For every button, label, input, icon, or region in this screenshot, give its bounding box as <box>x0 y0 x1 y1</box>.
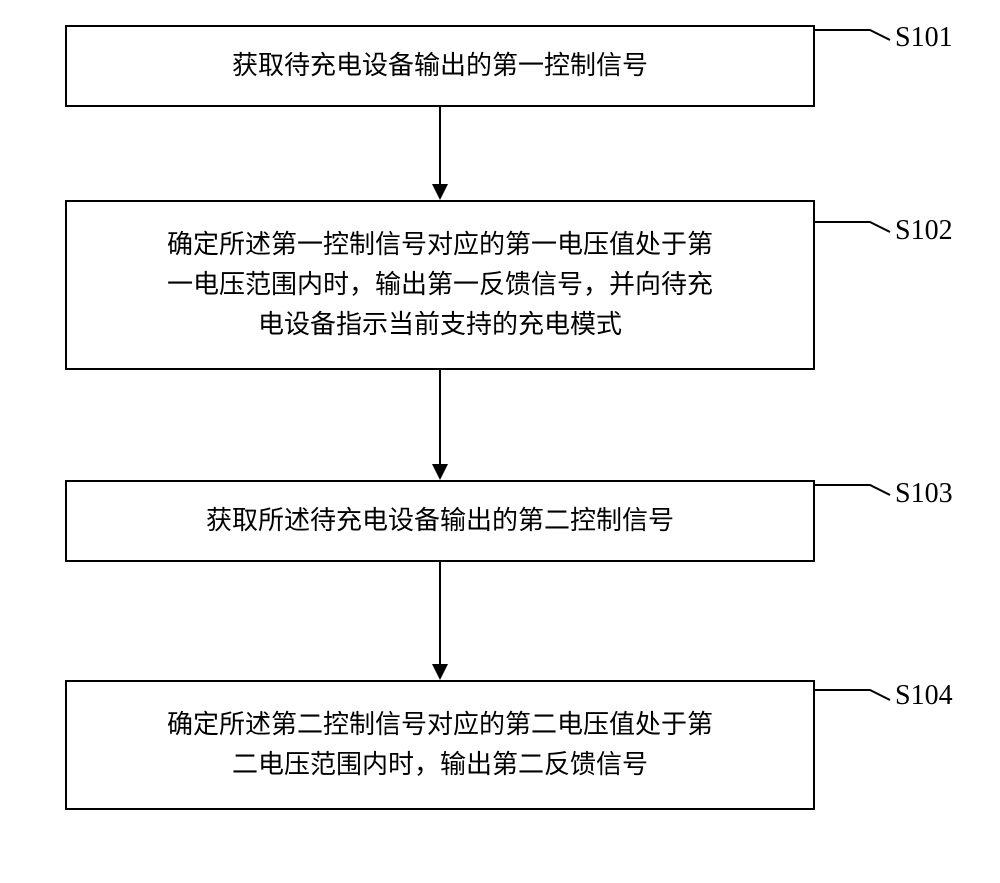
flow-node-text: 确定所述第一控制信号对应的第一电压值处于第 一电压范围内时，输出第一反馈信号，并… <box>167 225 713 346</box>
flow-node-text: 确定所述第二控制信号对应的第二电压值处于第 二电压范围内时，输出第二反馈信号 <box>167 705 713 786</box>
step-label-s102: S102 <box>895 215 953 247</box>
flow-node-s104: 确定所述第二控制信号对应的第二电压值处于第 二电压范围内时，输出第二反馈信号 <box>65 680 815 810</box>
flow-node-s103: 获取所述待充电设备输出的第二控制信号 <box>65 480 815 562</box>
step-label-s101: S101 <box>895 22 953 54</box>
flow-node-s102: 确定所述第一控制信号对应的第一电压值处于第 一电压范围内时，输出第一反馈信号，并… <box>65 200 815 370</box>
flow-node-s101: 获取待充电设备输出的第一控制信号 <box>65 25 815 107</box>
step-label-s104: S104 <box>895 680 953 712</box>
step-label-s103: S103 <box>895 478 953 510</box>
flow-node-text: 获取待充电设备输出的第一控制信号 <box>232 46 648 86</box>
flow-node-text: 获取所述待充电设备输出的第二控制信号 <box>206 501 674 541</box>
flowchart-canvas: 获取待充电设备输出的第一控制信号 S101 确定所述第一控制信号对应的第一电压值… <box>0 0 1000 883</box>
